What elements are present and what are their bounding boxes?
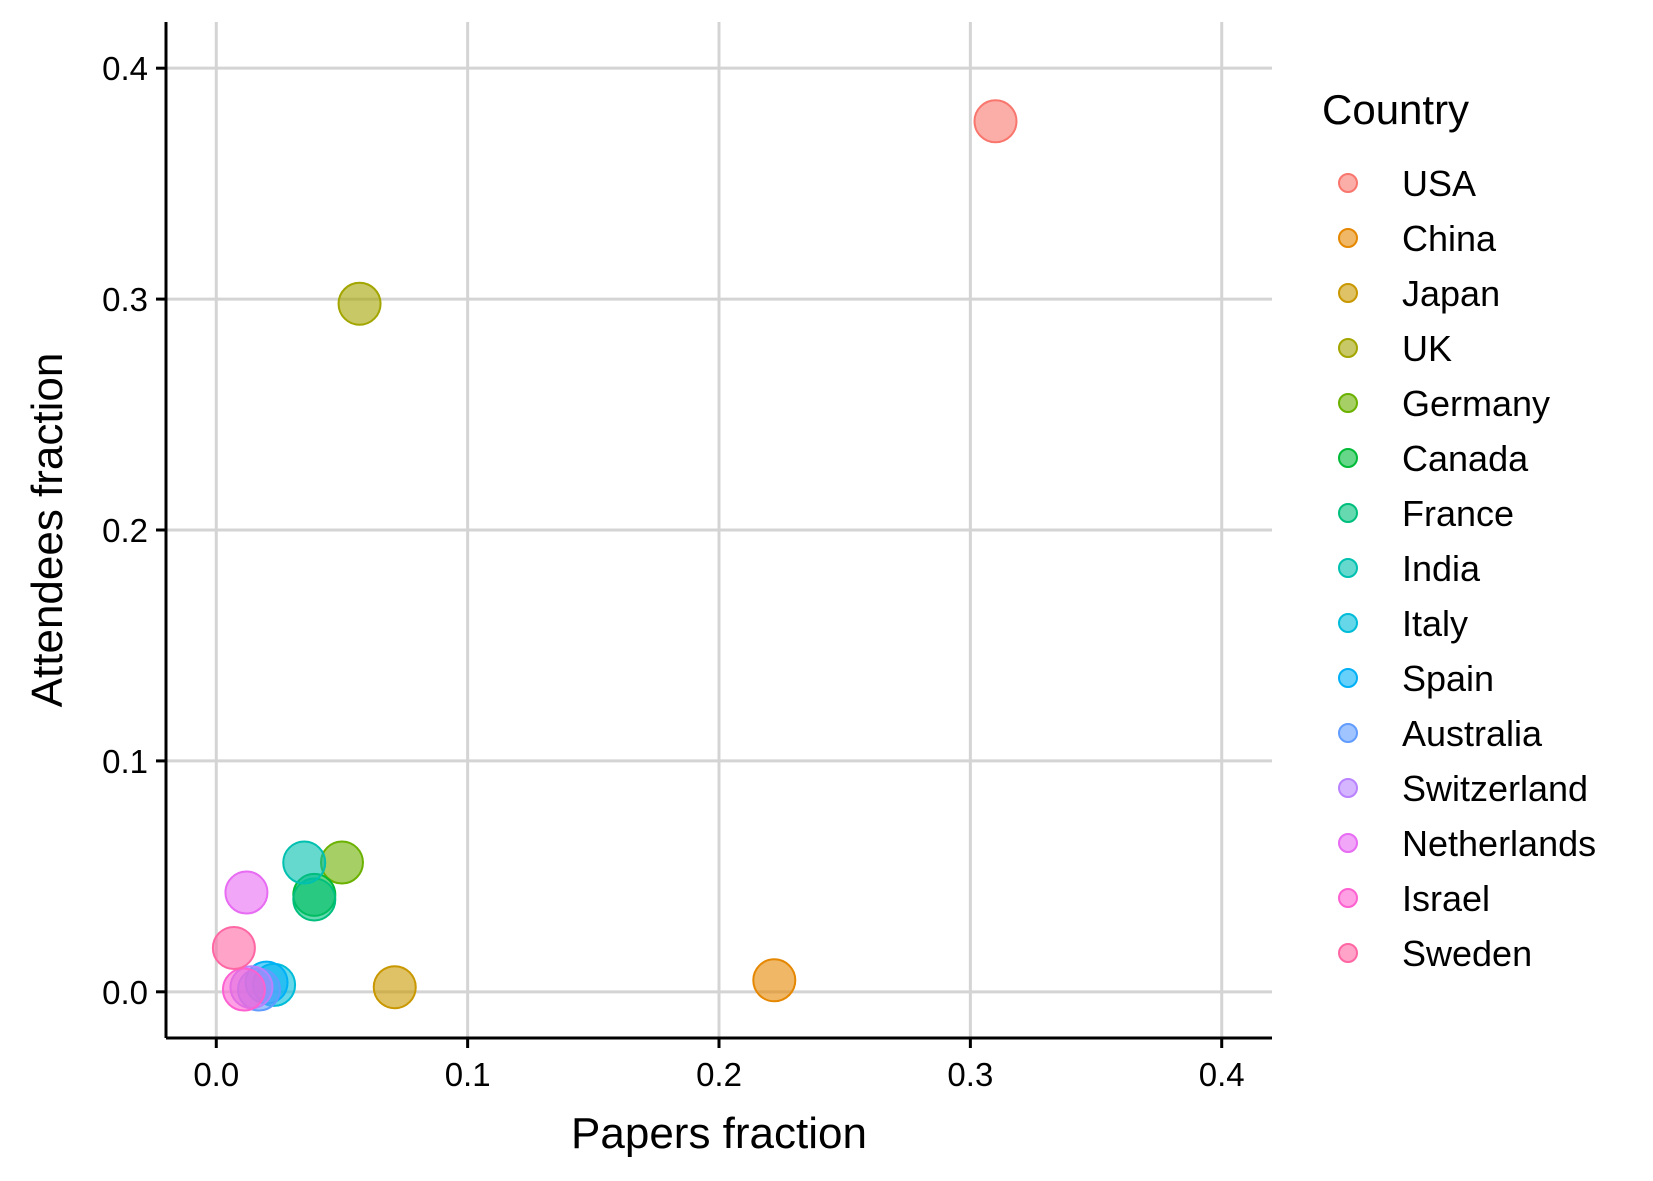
legend: Country USA China Japan UK Germany Canada Fran… [1322, 86, 1596, 974]
legend-item-uk: UK [1338, 328, 1452, 369]
legend-item-switzerland: Switzerland [1338, 768, 1588, 809]
x-axis-title: Papers fraction [571, 1109, 867, 1158]
legend-label: China [1402, 218, 1497, 259]
point-france [292, 877, 337, 922]
legend-swatch [1338, 173, 1358, 193]
legend-item-sweden: Sweden [1338, 933, 1532, 974]
point-sweden [211, 925, 256, 970]
legend-item-germany: Germany [1338, 383, 1550, 424]
legend-label: Australia [1402, 713, 1543, 754]
legend-swatch [1338, 338, 1358, 358]
legend-item-netherlands: Netherlands [1338, 823, 1596, 864]
legend-item-india: India [1338, 548, 1481, 589]
y-axis-title: Attendees fraction [23, 353, 72, 708]
point-china [752, 958, 797, 1003]
x-tick-label-0: 0.0 [193, 1056, 239, 1093]
legend-item-japan: Japan [1338, 273, 1500, 314]
legend-swatch [1338, 448, 1358, 468]
legend-swatch [1338, 833, 1358, 853]
point-netherlands [224, 870, 269, 915]
legend-item-israel: Israel [1338, 878, 1490, 919]
y-tick-label-0: 0.0 [102, 974, 148, 1011]
legend-label: Germany [1402, 383, 1550, 424]
point-usa [973, 99, 1018, 144]
legend-swatch [1338, 888, 1358, 908]
legend-label: Italy [1402, 603, 1468, 644]
y-tick-label-4: 0.4 [102, 50, 148, 87]
legend-swatch [1338, 393, 1358, 413]
x-tick-label-1: 0.1 [445, 1056, 491, 1093]
legend-label: Israel [1402, 878, 1490, 919]
legend-label: Canada [1402, 438, 1529, 479]
legend-swatch [1338, 613, 1358, 633]
y-tick-label-2: 0.2 [102, 512, 148, 549]
legend-swatch [1338, 283, 1358, 303]
legend-label: Switzerland [1402, 768, 1588, 809]
legend-items: USA China Japan UK Germany Canada France India I… [1338, 163, 1596, 974]
legend-label: France [1402, 493, 1514, 534]
x-tick-label-2: 0.2 [696, 1056, 742, 1093]
legend-item-italy: Italy [1338, 603, 1468, 644]
legend-swatch [1338, 228, 1358, 248]
legend-item-usa: USA [1338, 163, 1476, 204]
legend-item-france: France [1338, 493, 1514, 534]
legend-swatch [1338, 503, 1358, 523]
data-points [211, 99, 1018, 1012]
point-israel [221, 967, 266, 1012]
legend-swatch [1338, 778, 1358, 798]
legend-label: Spain [1402, 658, 1494, 699]
point-uk [337, 281, 382, 326]
legend-title: Country [1322, 86, 1469, 133]
y-tick-label-1: 0.1 [102, 743, 148, 780]
legend-label: India [1402, 548, 1481, 589]
legend-swatch [1338, 668, 1358, 688]
legend-label: Netherlands [1402, 823, 1596, 864]
legend-swatch [1338, 558, 1358, 578]
legend-item-china: China [1338, 218, 1497, 259]
x-ticks: 0.0 0.1 0.2 0.3 0.4 [193, 1038, 1245, 1093]
legend-item-spain: Spain [1338, 658, 1494, 699]
y-ticks: 0.0 0.1 0.2 0.3 0.4 [102, 50, 166, 1011]
legend-label: USA [1402, 163, 1476, 204]
legend-swatch [1338, 723, 1358, 743]
point-japan [372, 965, 417, 1010]
grid-lines [166, 22, 1272, 1038]
point-india [282, 840, 327, 885]
legend-swatch [1338, 943, 1358, 963]
x-tick-label-3: 0.3 [947, 1056, 993, 1093]
legend-label: Japan [1402, 273, 1500, 314]
legend-item-australia: Australia [1338, 713, 1543, 754]
legend-label: UK [1402, 328, 1452, 369]
legend-label: Sweden [1402, 933, 1532, 974]
legend-item-canada: Canada [1338, 438, 1529, 479]
x-tick-label-4: 0.4 [1199, 1056, 1245, 1093]
y-tick-label-3: 0.3 [102, 281, 148, 318]
